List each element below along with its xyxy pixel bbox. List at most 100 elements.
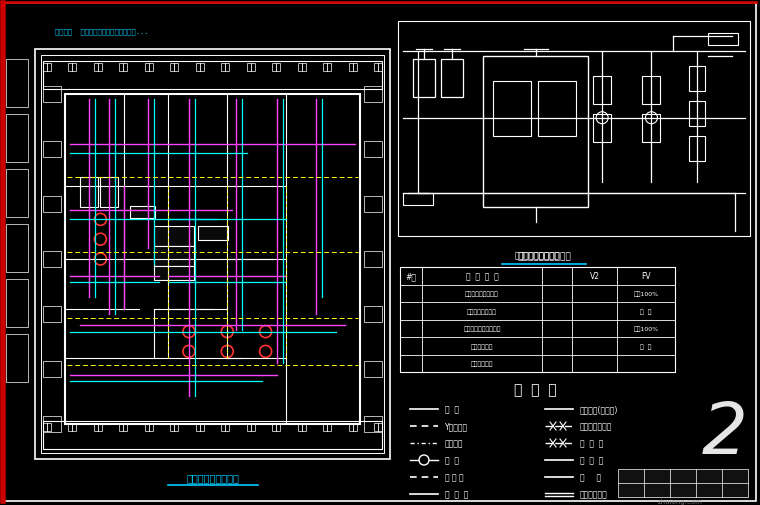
- Bar: [593, 77, 611, 105]
- Bar: [94, 423, 102, 431]
- Text: 电子式过滤器: 电子式过滤器: [580, 489, 608, 498]
- Bar: [642, 77, 660, 105]
- Bar: [6, 170, 28, 218]
- Bar: [221, 64, 230, 72]
- Bar: [398, 22, 750, 236]
- Bar: [689, 137, 705, 162]
- Text: 截  止  阀: 截 止 阀: [580, 439, 603, 447]
- Bar: [65, 95, 360, 424]
- Bar: [68, 423, 77, 431]
- Bar: [154, 227, 194, 246]
- Text: #号: #号: [406, 272, 416, 281]
- Bar: [154, 266, 194, 280]
- Bar: [43, 307, 61, 322]
- Text: 运  行  工  况: 运 行 工 况: [466, 272, 499, 281]
- Bar: [221, 423, 230, 431]
- Bar: [43, 142, 61, 158]
- Bar: [272, 64, 280, 72]
- Text: 冷冻处理冬季新风工况: 冷冻处理冬季新风工况: [464, 326, 501, 331]
- Bar: [441, 60, 463, 98]
- Bar: [68, 64, 77, 72]
- Bar: [196, 423, 204, 431]
- Text: 旁通100%: 旁通100%: [633, 291, 659, 296]
- Text: 冷冻水监控冷冻工况: 冷冻水监控冷冻工况: [465, 291, 499, 296]
- Text: 联合新风工况: 联合新风工况: [470, 343, 493, 349]
- Text: 新制碰头: 新制碰头: [445, 439, 464, 447]
- Text: 调  节: 调 节: [640, 343, 652, 349]
- Text: 关  闭: 关 闭: [640, 309, 652, 314]
- Text: 2: 2: [702, 400, 748, 469]
- Bar: [708, 34, 738, 46]
- Bar: [43, 62, 382, 90]
- Bar: [493, 82, 531, 137]
- Text: 图  例  表: 图 例 表: [514, 382, 556, 396]
- Bar: [298, 64, 306, 72]
- Bar: [43, 251, 61, 268]
- Bar: [43, 87, 61, 103]
- Bar: [349, 64, 356, 72]
- Bar: [6, 279, 28, 327]
- Bar: [538, 82, 576, 137]
- Bar: [94, 64, 102, 72]
- Bar: [364, 251, 382, 268]
- Bar: [196, 64, 204, 72]
- Bar: [145, 64, 153, 72]
- Bar: [323, 423, 331, 431]
- Text: 管冷冬季温水工况: 管冷冬季温水工况: [467, 309, 497, 314]
- Text: 温  度  计: 温 度 计: [445, 489, 468, 498]
- Bar: [6, 334, 28, 382]
- Bar: [403, 193, 433, 206]
- Bar: [43, 361, 61, 377]
- Bar: [247, 64, 255, 72]
- Bar: [6, 60, 28, 108]
- Bar: [130, 207, 155, 219]
- Text: 供  回: 供 回: [445, 405, 459, 414]
- Text: 水  泵: 水 泵: [445, 456, 459, 465]
- Text: 地下二层暖通平面图: 地下二层暖通平面图: [186, 472, 239, 482]
- Text: 止 回 阀: 止 回 阀: [445, 473, 464, 482]
- Bar: [198, 227, 228, 240]
- Bar: [41, 56, 384, 453]
- Bar: [170, 423, 179, 431]
- Bar: [6, 115, 28, 163]
- Bar: [272, 423, 280, 431]
- Text: FV: FV: [641, 272, 651, 281]
- Bar: [43, 64, 51, 72]
- Bar: [483, 57, 588, 207]
- Bar: [323, 64, 331, 72]
- Bar: [43, 423, 51, 431]
- Bar: [43, 421, 382, 449]
- Text: Y型过滤器: Y型过滤器: [445, 422, 468, 431]
- Bar: [618, 469, 748, 497]
- Bar: [642, 115, 660, 143]
- Text: 运行工况调节一览表: 运行工况调节一览表: [515, 251, 560, 260]
- Bar: [374, 64, 382, 72]
- Bar: [364, 307, 382, 322]
- Bar: [6, 225, 28, 273]
- Bar: [689, 67, 705, 92]
- Bar: [593, 115, 611, 143]
- Text: 有缝主通用管路: 有缝主通用管路: [580, 422, 613, 431]
- Bar: [298, 423, 306, 431]
- Bar: [43, 416, 61, 432]
- Bar: [374, 423, 382, 431]
- Bar: [80, 177, 98, 207]
- Bar: [247, 423, 255, 431]
- Bar: [154, 246, 194, 266]
- Bar: [100, 177, 119, 207]
- Text: 水     阀: 水 阀: [580, 473, 601, 482]
- Text: V2: V2: [590, 272, 600, 281]
- Text: 闸  刀  阀: 闸 刀 阀: [580, 456, 603, 465]
- Bar: [119, 64, 128, 72]
- Bar: [145, 423, 153, 431]
- Bar: [364, 416, 382, 432]
- Bar: [35, 50, 390, 459]
- Bar: [349, 423, 356, 431]
- Bar: [413, 60, 435, 98]
- Bar: [364, 196, 382, 213]
- Text: 图纸标题  施工图纸编号及相关说明内容...: 图纸标题 施工图纸编号及相关说明内容...: [55, 29, 148, 35]
- Bar: [43, 196, 61, 213]
- Text: 旁通100%: 旁通100%: [633, 326, 659, 331]
- Bar: [364, 87, 382, 103]
- Text: 有缝钢管(不灭火): 有缝钢管(不灭火): [580, 405, 619, 414]
